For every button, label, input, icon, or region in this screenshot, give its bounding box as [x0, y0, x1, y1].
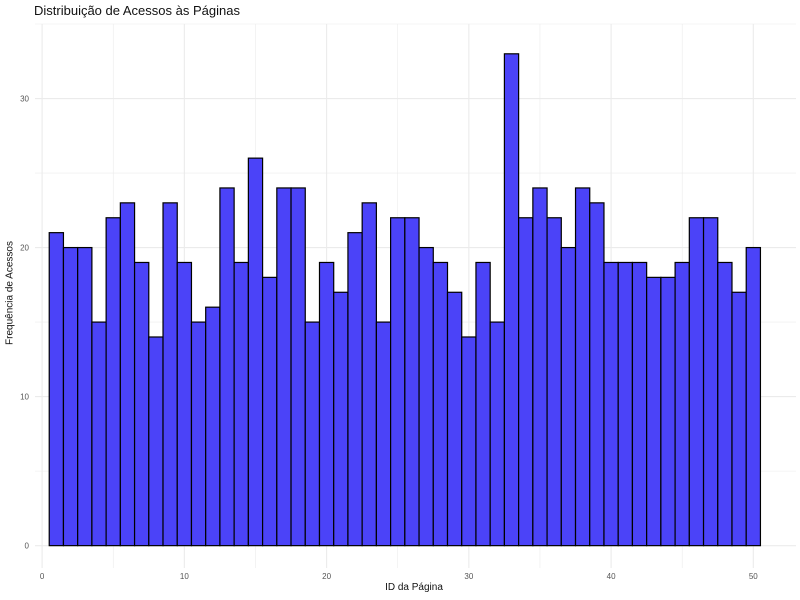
bar-26 [404, 217, 420, 547]
bar-45 [674, 261, 690, 547]
bar-13 [219, 187, 235, 547]
bar-28 [432, 261, 449, 547]
bar-12 [205, 306, 221, 547]
bar-9 [162, 202, 178, 547]
bar-7 [133, 261, 150, 547]
ticks-layer: 0 10 20 30 40 50 0 10 20 30 [20, 95, 758, 581]
bar-6 [119, 202, 136, 547]
y-tick-label-20: 20 [20, 244, 29, 253]
x-tick-label-20: 20 [322, 572, 331, 581]
bar-20 [318, 261, 335, 547]
bar-4 [91, 321, 107, 547]
y-tick-label-0: 0 [25, 542, 30, 551]
bar-42 [631, 261, 648, 547]
bar-21 [333, 291, 349, 547]
bar-24 [375, 321, 392, 547]
bar-32 [489, 321, 506, 547]
x-tick-label-40: 40 [607, 572, 616, 581]
x-tick-label-50: 50 [749, 572, 758, 581]
bar-29 [446, 291, 463, 547]
bar-41 [617, 261, 634, 547]
bar-33 [503, 53, 520, 547]
bar-8 [148, 336, 164, 547]
bar-19 [304, 321, 321, 547]
y-tick-label-10: 10 [20, 393, 29, 402]
bar-35 [532, 187, 548, 547]
x-tick-label-0: 0 [40, 572, 45, 581]
bar-46 [688, 217, 705, 547]
bar-44 [660, 276, 676, 547]
x-tick-label-10: 10 [180, 572, 189, 581]
bar-17 [276, 187, 292, 547]
bar-22 [347, 232, 363, 547]
y-axis-title: Frequência de Acessos [4, 241, 16, 345]
bar-31 [475, 261, 491, 547]
bar-18 [290, 187, 306, 547]
bar-10 [176, 261, 193, 547]
bar-40 [603, 261, 619, 547]
bar-39 [589, 202, 605, 547]
chart-title: Distribuição de Acessos às Páginas [34, 3, 240, 18]
bar-16 [261, 276, 278, 547]
bar-5 [105, 217, 121, 547]
bar-14 [233, 261, 249, 547]
bar-43 [646, 276, 662, 547]
y-tick-label-30: 30 [20, 95, 29, 104]
bar-2 [62, 246, 79, 547]
bar-23 [361, 202, 377, 547]
bar-50 [745, 246, 762, 547]
bar-3 [77, 246, 93, 547]
bars-layer [48, 53, 762, 547]
bar-47 [702, 217, 719, 547]
bar-25 [390, 217, 406, 547]
bar-49 [731, 291, 747, 547]
bar-27 [418, 246, 434, 547]
bar-1 [48, 232, 65, 547]
bar-11 [190, 321, 207, 547]
bar-15 [247, 157, 264, 547]
bar-34 [518, 217, 534, 547]
x-tick-label-30: 30 [464, 572, 473, 581]
bar-36 [546, 217, 562, 547]
bar-37 [560, 246, 577, 547]
bar-48 [717, 261, 733, 547]
bar-30 [461, 336, 477, 547]
bar-38 [574, 187, 591, 547]
x-axis-title: ID da Página [385, 582, 443, 593]
